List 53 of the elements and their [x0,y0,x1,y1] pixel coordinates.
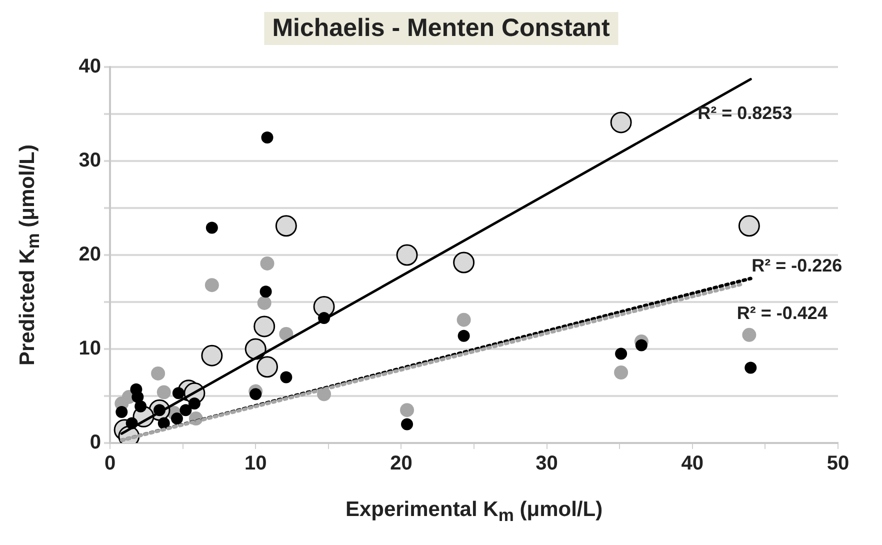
point [260,256,274,270]
point [279,326,294,341]
point [156,385,171,400]
point [180,404,192,416]
y-tick-label: 0 [90,432,101,454]
point [172,387,184,400]
point [742,328,756,342]
point [256,356,278,378]
y-tick-label: 10 [78,338,101,360]
annotation: R² = 0.8253 [698,103,792,124]
point [610,112,632,134]
point [254,316,276,338]
point [614,366,628,380]
point [250,388,262,400]
point [615,348,628,360]
point [261,132,274,144]
annotation: R² = -0.424 [736,303,828,324]
point [396,244,418,266]
y-tick-label: 40 [78,56,101,78]
point [275,215,297,237]
x-tick-label: 0 [104,452,116,475]
point [151,366,166,380]
x-tick-label: 30 [536,452,558,475]
point [201,344,223,366]
point [244,338,266,360]
point [158,417,170,430]
point [401,418,414,430]
point [206,222,218,234]
point [204,278,219,292]
point [170,412,183,425]
chart-title: Michaelis - Menten Constant [264,12,618,45]
annotation: R² = -0.226 [752,255,842,276]
point [188,398,200,410]
point [453,252,475,274]
x-tick-label: 40 [681,452,704,475]
point [456,312,471,327]
y-tick-label: 30 [78,150,101,172]
point [738,215,760,237]
point [134,400,147,412]
point [635,339,648,352]
point [280,371,292,384]
y-tick-label: 20 [78,244,101,266]
point [744,362,757,374]
point [260,286,272,298]
point [458,330,470,342]
point [400,403,414,418]
x-tick-label: 20 [390,452,412,475]
x-tick-label: 50 [826,452,850,475]
point [116,406,128,418]
x-axis-title: Experimental K$_{m}$ (μmol/L) [345,498,603,526]
point [257,296,272,310]
point [132,390,144,403]
x-tick-label: 10 [244,452,267,475]
